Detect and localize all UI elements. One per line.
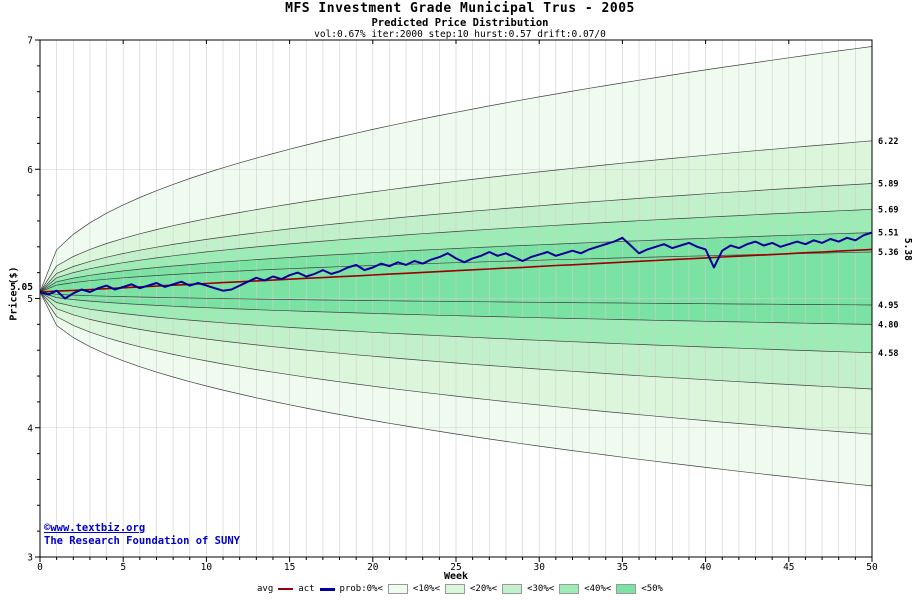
legend-prob-label: <40%< bbox=[584, 584, 612, 594]
y-axis-label: Price ($) bbox=[8, 266, 20, 321]
band-edge-label: 5.89 bbox=[878, 179, 898, 189]
legend-avg-line-sample bbox=[278, 588, 294, 590]
chart-title: MFS Investment Grade Municipal Trus - 20… bbox=[285, 1, 635, 16]
x-tick-label: 0 bbox=[37, 562, 43, 573]
fan-band-edge-bottom-40% bbox=[39, 291, 873, 325]
avg-end-label: 5.38 bbox=[902, 238, 913, 261]
x-tick-label: 15 bbox=[284, 562, 295, 573]
chart-legend: avg act prob:0%< <10%< <20%< <30%< <40%< <50% bbox=[0, 584, 920, 594]
title-block: MFS Investment Grade Municipal Trus - 20… bbox=[0, 1, 920, 41]
fan-band-edge-bottom-0% bbox=[39, 291, 873, 487]
legend-band-swatch bbox=[387, 584, 408, 594]
watermark: ©www.textbiz.org The Research Foundation… bbox=[44, 522, 240, 548]
y-tick-label: 6 bbox=[27, 165, 33, 176]
act-line bbox=[39, 231, 873, 300]
x-tick-label: 50 bbox=[866, 562, 878, 573]
fan-band-edge-bottom-50% bbox=[39, 291, 873, 306]
fan-band-edge-bottom-10% bbox=[39, 291, 873, 435]
start-price-label: 5.05 bbox=[10, 282, 33, 293]
x-tick-label: 45 bbox=[783, 562, 794, 573]
avg-line bbox=[39, 248, 873, 293]
band-edge-label: 6.22 bbox=[878, 137, 898, 147]
watermark-org: The Research Foundation of SUNY bbox=[44, 535, 240, 548]
x-tick-label: 30 bbox=[533, 562, 545, 573]
x-tick-label: 35 bbox=[617, 562, 628, 573]
legend-band-swatch bbox=[502, 584, 523, 594]
y-tick-label: 3 bbox=[27, 553, 33, 564]
legend-prob-label: prob:0%< bbox=[339, 584, 383, 594]
legend-act-label: act bbox=[298, 584, 315, 594]
legend-band-swatch bbox=[559, 584, 580, 594]
x-tick-label: 20 bbox=[367, 562, 379, 573]
legend-band-swatch bbox=[445, 584, 465, 594]
legend-prob-label: <30%< bbox=[527, 584, 555, 594]
fan-band-edge-top-30% bbox=[39, 208, 873, 293]
fan-band-edge-bottom-20% bbox=[39, 291, 873, 390]
legend-prob-label: <50% bbox=[641, 584, 663, 594]
x-tick-label: 25 bbox=[450, 562, 461, 573]
chart-parameters: vol:0.67% iter:2000 step:10 hurst:0.57 d… bbox=[314, 29, 606, 41]
y-tick-label: 4 bbox=[27, 423, 33, 434]
legend-avg-label: avg bbox=[257, 584, 274, 594]
band-edge-label: 5.36 bbox=[878, 248, 898, 258]
band-edge-label: 4.95 bbox=[878, 301, 898, 311]
legend-band-swatch bbox=[616, 584, 637, 594]
band-edge-label: 5.69 bbox=[878, 205, 898, 215]
fan-band-edge-bottom-30% bbox=[39, 291, 873, 354]
fan-band-edge-top-40% bbox=[39, 232, 873, 293]
y-tick-label: 7 bbox=[27, 36, 33, 47]
watermark-link[interactable]: ©www.textbiz.org bbox=[44, 522, 146, 534]
band-edge-label: 5.51 bbox=[878, 229, 898, 239]
legend-prob-label: <20%< bbox=[470, 584, 498, 594]
x-tick-label: 10 bbox=[201, 562, 213, 573]
chart-subtitle: Predicted Price Distribution bbox=[371, 16, 549, 29]
band-edge-label: 4.58 bbox=[878, 349, 898, 359]
fan-band-edge-top-20% bbox=[39, 183, 873, 293]
legend-prob-label: <10%< bbox=[412, 584, 440, 594]
fan-band-edge-top-10% bbox=[39, 140, 873, 293]
fan-band-edge-top-50% bbox=[39, 251, 873, 293]
x-tick-label: 40 bbox=[700, 562, 712, 573]
x-tick-label: 5 bbox=[120, 562, 126, 573]
band-edge-label: 4.80 bbox=[878, 320, 898, 330]
x-axis-label: Week bbox=[443, 571, 469, 582]
fan-band-edge-top-0% bbox=[39, 46, 873, 293]
y-tick-label: 5 bbox=[27, 294, 33, 305]
legend-act-line-sample bbox=[319, 587, 335, 591]
